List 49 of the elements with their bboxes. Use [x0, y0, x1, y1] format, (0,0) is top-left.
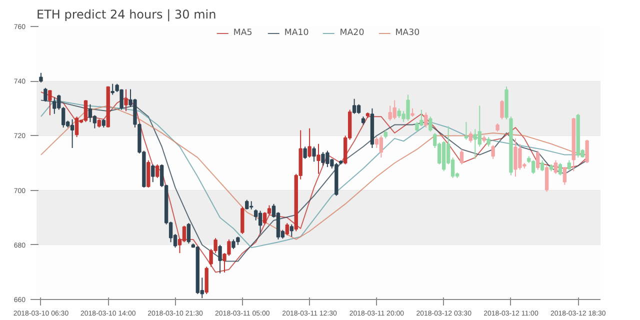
- candlestick: [491, 144, 495, 160]
- candlestick: [500, 100, 504, 120]
- candlestick: [204, 266, 208, 295]
- candlestick: [312, 146, 316, 162]
- candlestick: [585, 139, 589, 164]
- candlestick: [356, 104, 361, 114]
- candlestick: [110, 83, 114, 96]
- candlestick: [544, 165, 549, 192]
- chart-title: ETH predict 24 hours | 30 min: [36, 8, 216, 22]
- candlestick: [392, 100, 396, 120]
- candlestick: [460, 148, 464, 165]
- candlestick: [316, 143, 320, 174]
- candlestick: [468, 131, 473, 144]
- candlestick: [540, 160, 544, 172]
- candlestick: [156, 164, 160, 179]
- candlestick: [554, 160, 558, 174]
- candlestick: [285, 222, 290, 236]
- candlestick: [262, 212, 267, 225]
- legend-label: MA30: [395, 28, 420, 38]
- legend-label: MA20: [340, 28, 364, 38]
- candlestick: [567, 160, 572, 170]
- candlestick: [536, 150, 540, 170]
- candlestick: [303, 146, 307, 160]
- candlestick: [562, 166, 567, 186]
- candlestick: [478, 105, 482, 148]
- candlestick: [39, 72, 43, 83]
- candlestick: [74, 116, 79, 138]
- legend-label: MA10: [284, 28, 309, 38]
- candlestick: [374, 136, 379, 148]
- candlestick: [558, 162, 562, 176]
- candlestick: [70, 118, 74, 148]
- candlestick: [84, 100, 88, 123]
- candlestick: [379, 135, 384, 158]
- candlestick: [290, 224, 294, 238]
- candlestick: [182, 225, 186, 243]
- candlestick: [352, 98, 356, 114]
- candlestick: [473, 128, 478, 160]
- candlestick: [240, 206, 244, 234]
- candlestick: [424, 112, 428, 128]
- candlestick: [308, 128, 312, 158]
- candlestick: [486, 136, 490, 148]
- candlestick: [186, 222, 191, 244]
- candlestick: [258, 210, 262, 234]
- candlestick: [245, 199, 249, 210]
- candlestick: [464, 122, 468, 140]
- candlestick: [428, 116, 432, 132]
- candlestick: [151, 164, 155, 183]
- candlestick: [88, 104, 92, 123]
- legend-label: MA5: [233, 28, 254, 38]
